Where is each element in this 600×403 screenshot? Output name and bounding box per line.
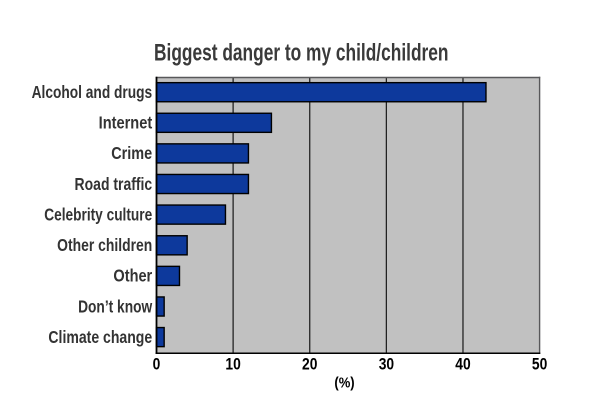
svg-text:Celebrity culture: Celebrity culture (44, 206, 152, 225)
svg-text:Climate change: Climate change (48, 329, 152, 348)
svg-text:(%): (%) (334, 374, 354, 391)
svg-text:Road traffic: Road traffic (75, 175, 153, 194)
svg-text:Internet: Internet (99, 113, 153, 133)
svg-text:Other children: Other children (57, 237, 152, 256)
svg-text:0: 0 (153, 356, 161, 374)
svg-text:40: 40 (455, 356, 470, 374)
svg-text:20: 20 (302, 356, 317, 374)
svg-text:Alcohol and drugs: Alcohol and drugs (32, 84, 153, 103)
svg-text:30: 30 (379, 356, 394, 374)
svg-text:Crime: Crime (111, 144, 152, 164)
svg-text:50: 50 (532, 356, 547, 374)
svg-text:Don’t know: Don’t know (78, 298, 153, 317)
svg-text:10: 10 (225, 356, 240, 374)
svg-text:Biggest danger to my child/chi: Biggest danger to my child/children (154, 40, 448, 66)
svg-text:Other: Other (113, 266, 152, 286)
